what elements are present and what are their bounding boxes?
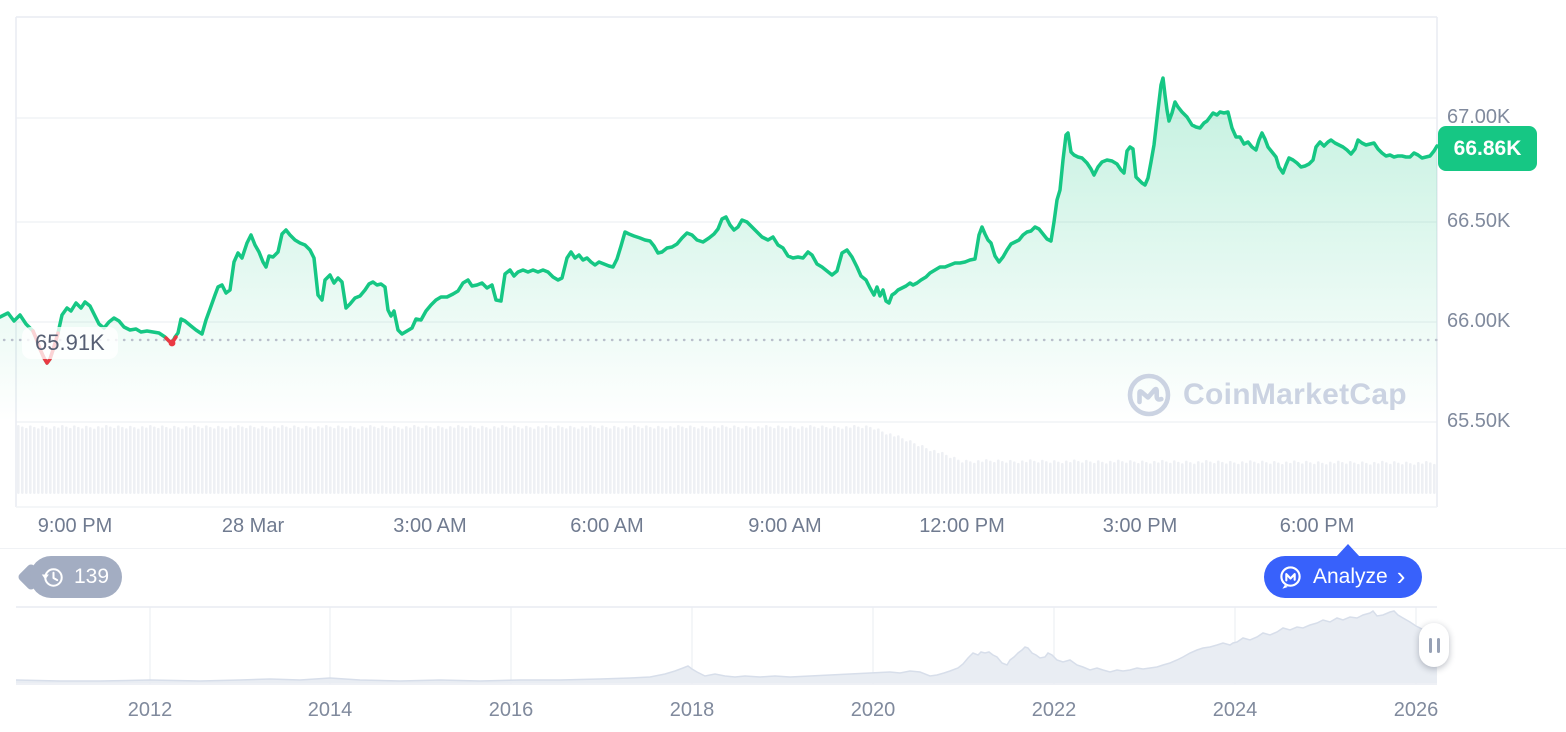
year-tick-2014: 2014	[307, 699, 353, 721]
section-divider	[0, 548, 1566, 549]
analyze-callout-pointer	[1336, 544, 1360, 557]
y-tick-6550k: 65.50K	[1447, 410, 1511, 432]
x-tick-900pm: 9:00 PM	[37, 515, 113, 537]
analyze-chat-logo-icon	[1280, 565, 1301, 589]
y-tick-6600k: 66.00K	[1447, 310, 1511, 332]
x-tick-900am: 9:00 AM	[748, 515, 822, 537]
year-tick-2026: 2026	[1393, 699, 1439, 721]
year-tick-2024: 2024	[1212, 699, 1258, 721]
coinmarketcap-watermark: CoinMarketCap	[1126, 372, 1407, 418]
x-tick-600pm: 6:00 PM	[1279, 515, 1355, 537]
current-price-badge: 66.86K	[1438, 126, 1537, 171]
year-tick-2012: 2012	[127, 699, 173, 721]
volume-bars	[17, 425, 1436, 494]
handle-grip-bar	[1428, 637, 1432, 653]
minimap-area-fill	[16, 611, 1437, 683]
x-tick-300am: 3:00 AM	[393, 515, 467, 537]
session-low-marker	[168, 339, 176, 347]
minimap-price-curve	[15, 609, 1438, 682]
price-area-fill	[0, 78, 1437, 422]
year-tick-2018: 2018	[669, 699, 715, 721]
low-price-label: 65.91K	[22, 327, 118, 359]
x-tick-300pm: 3:00 PM	[1102, 515, 1178, 537]
history-clock-icon	[41, 567, 63, 587]
analyze-label: Analyze	[1313, 565, 1388, 588]
y-tick-6650k: 66.50K	[1447, 210, 1511, 232]
coinmarketcap-logo-icon	[1127, 373, 1171, 417]
range-selector-minimap[interactable]	[15, 606, 1438, 685]
analyze-button[interactable]: Analyze ›	[1264, 556, 1423, 598]
year-tick-2020: 2020	[850, 699, 896, 721]
range-selector-handle[interactable]	[1419, 623, 1449, 667]
year-tick-2016: 2016	[488, 699, 534, 721]
history-count: 139	[74, 565, 110, 588]
x-tick-28mar: 28 Mar	[221, 515, 285, 537]
x-tick-600am: 6:00 AM	[570, 515, 644, 537]
history-badge-pill: 139	[30, 556, 122, 598]
history-count-badge[interactable]: 139	[16, 556, 122, 598]
x-tick-1200pm: 12:00 PM	[919, 515, 1005, 537]
price-line	[0, 76, 1439, 365]
y-tick-6700k: 67.00K	[1447, 106, 1511, 128]
watermark-text: CoinMarketCap	[1183, 378, 1407, 411]
handle-grip-bar	[1436, 637, 1440, 653]
year-tick-2022: 2022	[1031, 699, 1077, 721]
